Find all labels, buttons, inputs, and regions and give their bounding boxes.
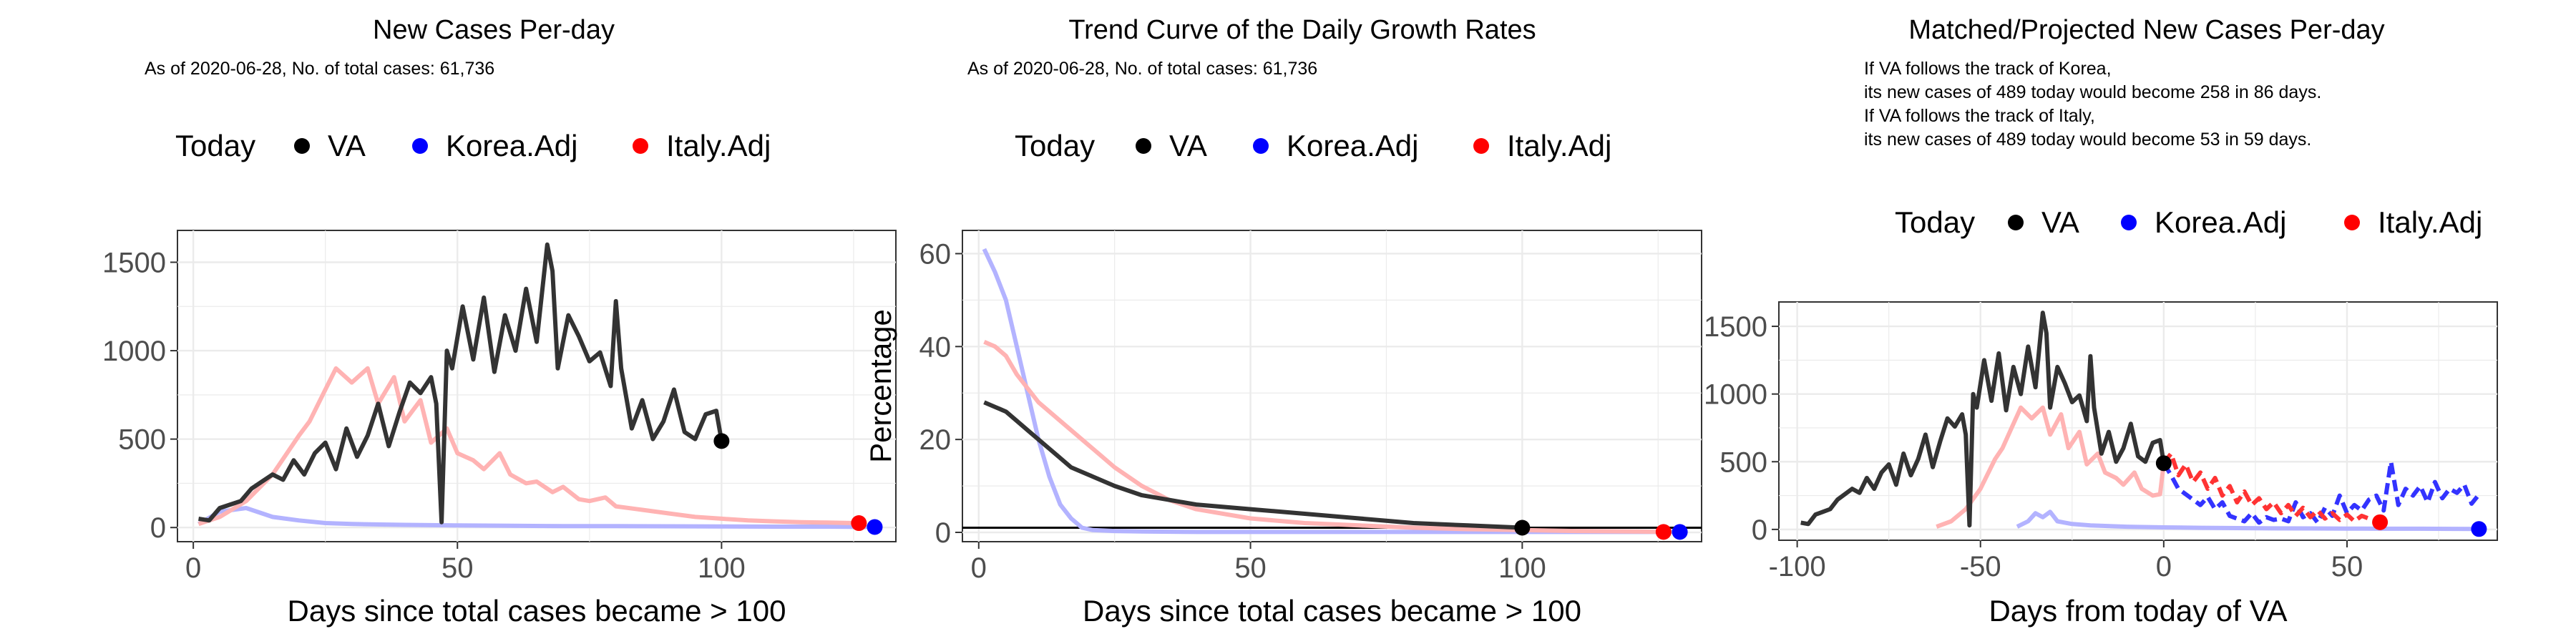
series-line-korea-adj	[982, 248, 1680, 535]
series-line-va	[1800, 311, 2166, 528]
x-tick-label: 0	[971, 552, 987, 584]
y-tick-label: 20	[919, 424, 952, 456]
legend-label: VA	[1169, 129, 1207, 162]
y-tick-label: 0	[935, 517, 951, 549]
chart-subtitle: As of 2020-06-28, No. of total cases: 61…	[967, 59, 1317, 79]
series-line-italy-adj	[1936, 405, 2166, 529]
legend-title: Today	[1015, 129, 1095, 162]
today-point-korea-adj	[867, 519, 883, 535]
x-tick-label: 0	[185, 552, 201, 584]
chart-panel-2: Trend Curve of the Daily Growth Rates As …	[864, 15, 1702, 628]
legend: Today VA Korea.Adj Italy.Adj	[1895, 205, 2482, 239]
x-axis-label: Days from today of VA	[1989, 594, 2287, 628]
legend: Today VA Korea.Adj Italy.Adj	[1015, 129, 1611, 162]
x-axis-label: Days since total cases became > 100	[1083, 594, 1581, 628]
plot-area	[962, 230, 1702, 542]
x-tick-label: 50	[441, 552, 474, 584]
legend-label: Italy.Adj	[1507, 129, 1611, 162]
legend-key-korea-adj	[2121, 215, 2137, 230]
series-line-italy-adj	[197, 366, 864, 527]
x-tick-label: 0	[2156, 551, 2172, 582]
legend: Today VA Korea.Adj Italy.Adj	[175, 129, 771, 162]
grid	[1779, 302, 2497, 540]
legend-key-italy-adj	[1473, 138, 1489, 154]
x-tick-label: 50	[1234, 552, 1267, 584]
chart-subtitle: If VA follows the track of Italy,	[1864, 106, 2095, 126]
today-point-italy-adj	[851, 515, 867, 532]
chart-panel-3: Matched/Projected New Cases Per-day If VA…	[1704, 15, 2498, 628]
y-axis-label: Percentage	[864, 309, 897, 463]
legend-label: Korea.Adj	[2155, 205, 2286, 239]
series-line-va	[198, 242, 724, 525]
x-tick-label: -50	[1960, 551, 2001, 582]
legend-label: Korea.Adj	[1287, 129, 1418, 162]
chart-subtitle: its new cases of 489 today would become …	[1864, 130, 2311, 150]
y-tick-label: 1500	[1704, 311, 1767, 343]
chart-panel-1: New Cases Per-day As of 2020-06-28, No. o…	[102, 15, 897, 628]
series-line-italy-proj	[2162, 451, 2381, 525]
x-tick-label: 50	[2331, 551, 2363, 582]
series-line-korea-adj	[197, 506, 875, 530]
legend-key-va	[2008, 215, 2024, 230]
legend-key-italy-adj	[633, 138, 648, 154]
today-point-italy-adj	[1655, 524, 1672, 540]
y-tick-label: 0	[150, 512, 166, 544]
legend-title: Today	[1895, 205, 1975, 239]
chart-subtitle: If VA follows the track of Korea,	[1864, 59, 2112, 79]
legend-key-va	[1136, 138, 1151, 154]
legend-label: Italy.Adj	[666, 129, 771, 162]
y-tick-label: 500	[118, 424, 166, 456]
today-point-korea-adj	[2471, 521, 2487, 537]
legend-key-korea-adj	[1253, 138, 1269, 154]
today-point-va	[1514, 519, 1531, 536]
today-point-italy-adj	[2372, 514, 2389, 530]
grid	[177, 230, 896, 542]
x-tick-label: 100	[1498, 552, 1546, 584]
legend-title: Today	[175, 129, 255, 162]
chart-subtitle: its new cases of 489 today would become …	[1864, 82, 2321, 102]
plot-area	[1778, 301, 2498, 541]
y-tick-label: 1500	[102, 247, 166, 278]
legend-key-korea-adj	[412, 138, 428, 154]
today-point-va	[713, 433, 730, 449]
chart-subtitle: As of 2020-06-28, No. of total cases: 61…	[145, 59, 494, 79]
x-tick-label: -100	[1769, 551, 1826, 582]
legend-label: Korea.Adj	[446, 129, 577, 162]
y-tick-label: 1000	[1704, 379, 1767, 411]
y-tick-label: 1000	[102, 336, 166, 367]
today-point-va	[2155, 455, 2172, 472]
legend-label: Italy.Adj	[2378, 205, 2482, 239]
chart-title: New Cases Per-day	[373, 15, 615, 45]
legend-key-va	[294, 138, 310, 154]
today-point-korea-adj	[1672, 524, 1688, 540]
chart-title: Trend Curve of the Daily Growth Rates	[1068, 15, 1536, 45]
y-tick-label: 40	[919, 331, 952, 363]
legend-label: VA	[2041, 205, 2079, 239]
series-line-italy-adj	[983, 340, 1664, 535]
x-axis-label: Days since total cases became > 100	[288, 594, 786, 628]
y-tick-label: 60	[919, 238, 952, 270]
y-tick-label: 500	[1719, 447, 1767, 478]
chart-title: Matched/Projected New Cases Per-day	[1908, 15, 2384, 45]
series-line-va	[983, 400, 1523, 530]
legend-label: VA	[328, 129, 366, 162]
plot-area	[177, 230, 897, 542]
x-tick-label: 100	[698, 552, 746, 584]
y-tick-label: 0	[1752, 514, 1767, 546]
legend-key-italy-adj	[2344, 215, 2360, 230]
